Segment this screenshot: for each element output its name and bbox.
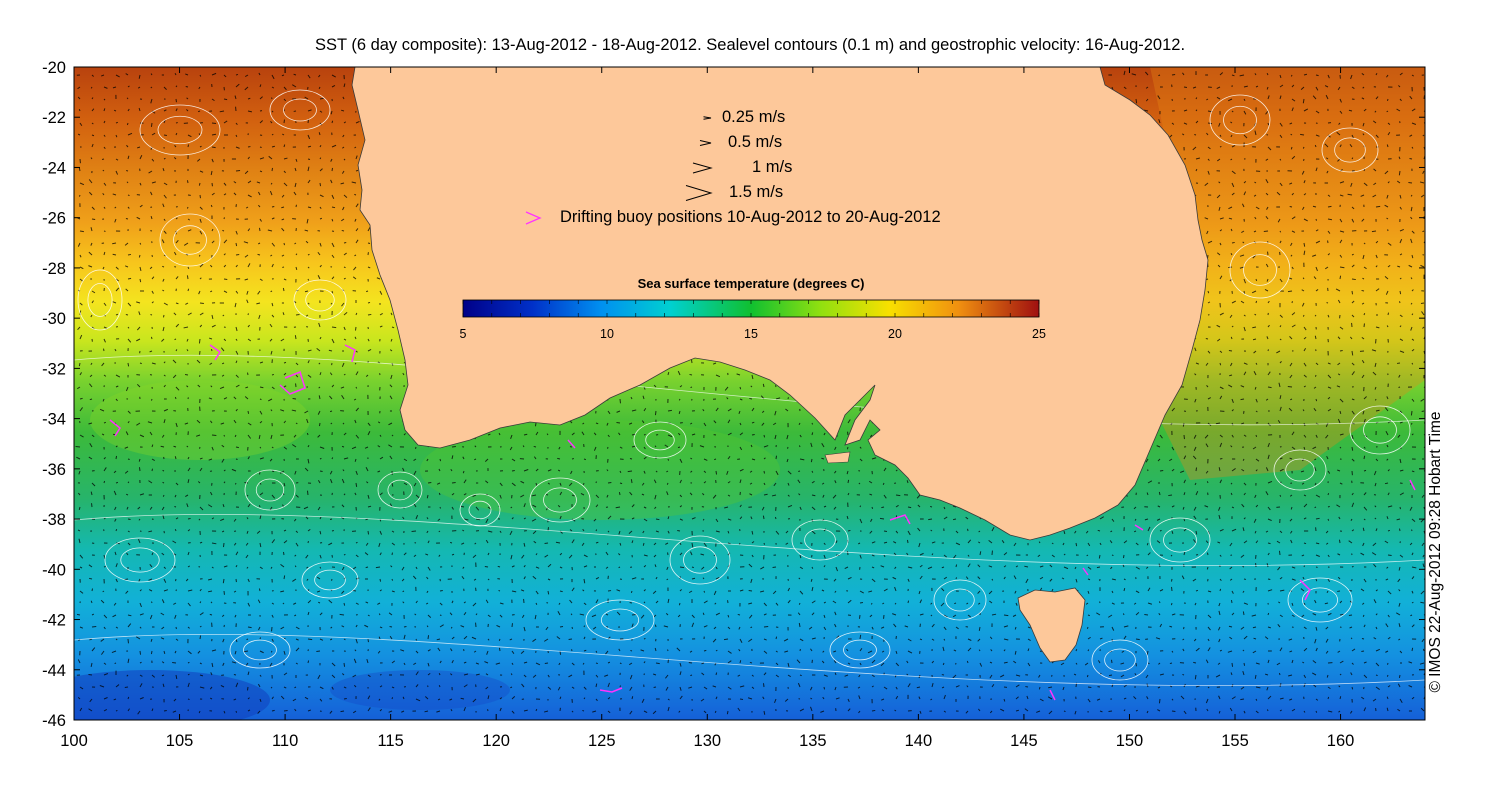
colorbar-title: Sea surface temperature (degrees C) xyxy=(637,276,865,291)
x-tick-label: 150 xyxy=(1116,732,1144,750)
y-tick-label: -20 xyxy=(42,59,66,77)
x-tick-label: 100 xyxy=(60,732,88,750)
y-tick-label: -30 xyxy=(42,310,66,328)
y-tick-label: -36 xyxy=(42,461,66,479)
colorbar-tick-label: 20 xyxy=(888,327,902,341)
x-tick-label: 115 xyxy=(377,732,403,750)
buoy-tracks xyxy=(109,344,1416,701)
legend-buoy-label: Drifting buoy positions 10-Aug-2012 to 2… xyxy=(560,208,941,226)
y-tick-label: -38 xyxy=(42,511,66,529)
legend-arrow xyxy=(692,162,713,174)
x-axis: 100 105 110 115 120 125 130 135 140 145 150 155 160 xyxy=(60,67,1354,750)
y-tick-label: -34 xyxy=(42,411,66,429)
colorbar-tick-label: 15 xyxy=(744,327,758,341)
kangaroo-island xyxy=(824,451,851,464)
tasmania-land xyxy=(1017,587,1086,663)
x-tick-label: 160 xyxy=(1327,732,1355,750)
x-tick-label: 135 xyxy=(799,732,827,750)
x-tick-label: 155 xyxy=(1221,732,1249,750)
plot-frame xyxy=(73,66,1426,721)
y-tick-label: -24 xyxy=(42,159,66,177)
credit-text: © IMOS 22-Aug-2012 09:28 Hobart Time xyxy=(1427,411,1444,693)
y-tick-label: -22 xyxy=(42,109,66,127)
y-tick-label: -44 xyxy=(42,662,66,680)
legend-arrow xyxy=(703,116,712,120)
y-tick-label: -40 xyxy=(42,561,66,579)
x-tick-label: 120 xyxy=(482,732,510,750)
colorbar-tick-label: 25 xyxy=(1032,327,1046,341)
y-axis: -20 -22 -24 -26 -28 -30 -32 -34 -36 -38 -40 -42 -44 -… xyxy=(42,59,1425,730)
legend-arrow xyxy=(685,185,713,201)
colorbar-tick-label: 5 xyxy=(459,327,467,341)
velocity-legend-arrows xyxy=(525,116,713,225)
colorbar-ticks xyxy=(462,300,1040,317)
legend-speed-0-25: 0.25 m/s xyxy=(722,108,786,126)
legend-speed-1-5: 1.5 m/s xyxy=(729,183,784,201)
legend-speed-0-5: 0.5 m/s xyxy=(728,133,783,151)
x-tick-label: 145 xyxy=(1010,732,1038,750)
map-title: SST (6 day composite): 13-Aug-2012 - 18-… xyxy=(314,36,1186,54)
y-tick-label: -28 xyxy=(42,260,66,278)
x-tick-label: 105 xyxy=(166,732,194,750)
legend-arrow xyxy=(699,140,712,146)
y-tick-label: -46 xyxy=(42,712,66,730)
x-tick-label: 110 xyxy=(272,732,298,750)
x-tick-label: 130 xyxy=(694,732,722,750)
y-tick-label: -42 xyxy=(42,612,66,630)
y-tick-label: -26 xyxy=(42,210,66,228)
x-tick-label: 125 xyxy=(588,732,616,750)
credit-text-container: © IMOS 22-Aug-2012 09:28 Hobart Time xyxy=(1427,411,1444,692)
legend-buoy-arrow xyxy=(525,211,542,225)
colorbar-tick-label: 10 xyxy=(600,327,614,341)
x-tick-label: 140 xyxy=(905,732,933,750)
y-tick-label: -32 xyxy=(42,360,66,378)
sealevel-contours xyxy=(74,89,1425,687)
legend-speed-1: 1 m/s xyxy=(752,158,793,176)
